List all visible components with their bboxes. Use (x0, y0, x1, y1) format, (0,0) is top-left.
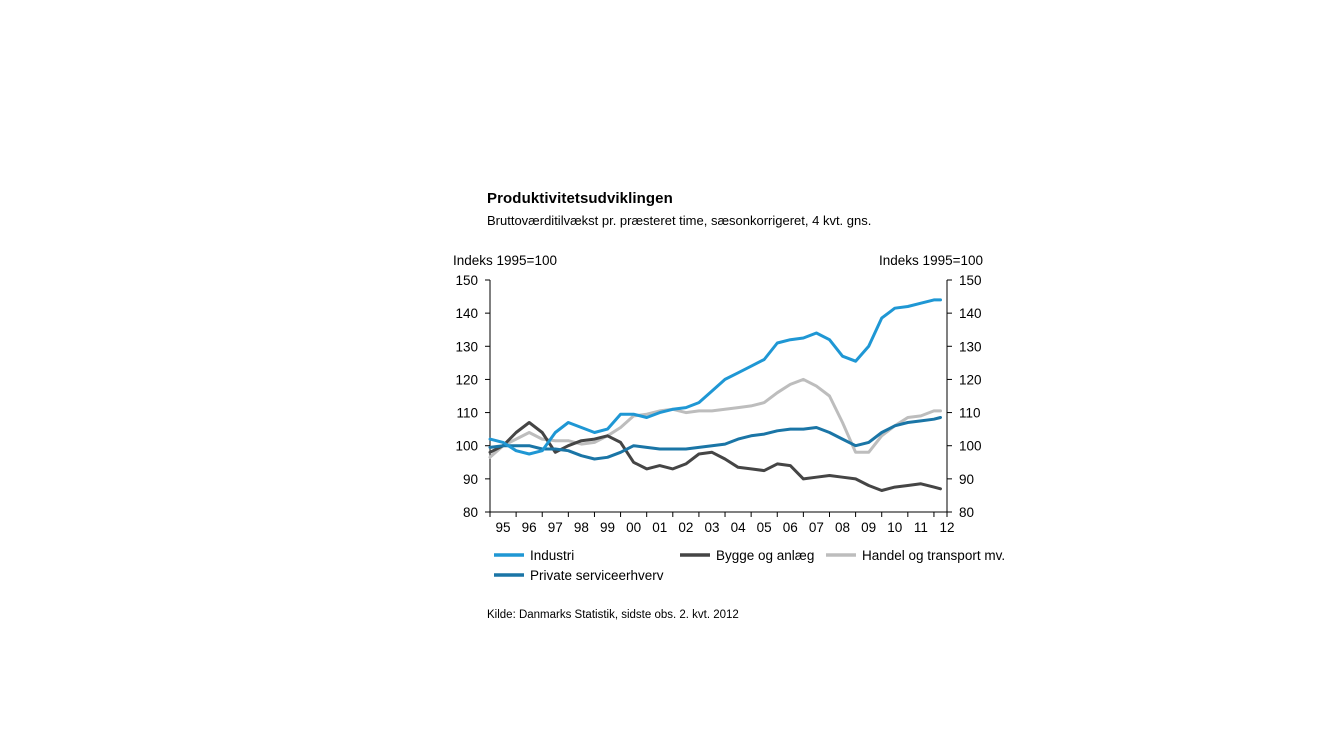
chart-legend: Industri Bygge og anlæg Handel og transpor… (494, 548, 1005, 583)
y-axis-label-left: Indeks 1995=100 (453, 253, 557, 268)
x-tick-label: 02 (678, 520, 693, 535)
y-tick-label-right: 150 (959, 273, 982, 288)
y-tick-label-right: 130 (959, 339, 982, 354)
legend-label: Handel og transport mv. (862, 548, 1005, 563)
y-tick-label-left: 140 (455, 306, 478, 321)
y-tick-label-right: 100 (959, 439, 982, 454)
legend-label: Bygge og anlæg (716, 548, 814, 563)
chart-subtitle: Bruttoværditilvækst pr. præsteret time, … (487, 213, 872, 228)
x-tick-label: 00 (626, 520, 641, 535)
series-line-bygge-og-anlæg (488, 421, 942, 492)
x-tick-label: 07 (809, 520, 824, 535)
legend-label: Private serviceerhverv (530, 568, 664, 583)
x-tick-label: 11 (914, 520, 928, 535)
y-tick-label-right: 90 (959, 472, 974, 487)
y-tick-label-right: 140 (959, 306, 982, 321)
x-tick-label: 10 (887, 520, 902, 535)
x-tick-label: 12 (939, 520, 954, 535)
chart-series-lines (488, 298, 942, 492)
y-tick-label-left: 130 (455, 339, 478, 354)
y-tick-label-left: 100 (455, 439, 478, 454)
x-tick-label: 98 (574, 520, 589, 535)
chart-title: Produktivitetsudviklingen (487, 190, 673, 207)
series-line-private-serviceerhverv (488, 416, 942, 461)
x-tick-label: 03 (704, 520, 719, 535)
chart-source-note: Kilde: Danmarks Statistik, sidste obs. 2… (487, 609, 739, 621)
y-tick-label-right: 80 (959, 505, 974, 520)
x-tick-label: 09 (861, 520, 876, 535)
x-tick-label: 04 (731, 520, 747, 535)
y-tick-label-left: 150 (455, 273, 478, 288)
y-tick-label-right: 110 (959, 406, 981, 421)
y-tick-label-left: 110 (456, 406, 478, 421)
y-tick-label-right: 120 (959, 372, 982, 387)
series-line-industri (488, 298, 942, 456)
y-axis-label-right: Indeks 1995=100 (879, 253, 983, 268)
series-line-handel-og-transport-mv- (488, 377, 942, 459)
x-tick-label: 06 (783, 520, 798, 535)
x-tick-label: 99 (600, 520, 615, 535)
legend-label: Industri (530, 548, 574, 563)
y-tick-label-left: 80 (463, 505, 478, 520)
x-tick-label: 96 (522, 520, 537, 535)
x-tick-label: 01 (652, 520, 667, 535)
x-tick-label: 97 (548, 520, 563, 535)
x-tick-label: 08 (835, 520, 850, 535)
x-tick-label: 95 (496, 520, 511, 535)
y-tick-label-left: 90 (463, 472, 478, 487)
y-tick-label-left: 120 (455, 372, 478, 387)
x-tick-label: 05 (757, 520, 772, 535)
